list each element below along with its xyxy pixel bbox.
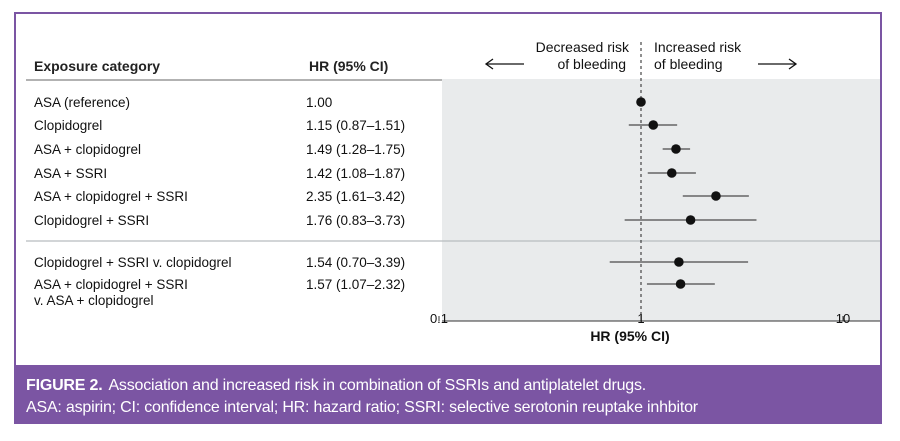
figure-frame: Exposure category HR (95% CI) Decreased …	[14, 12, 882, 424]
hr-point	[636, 97, 646, 107]
hr-point	[648, 120, 659, 130]
row-hr-value: 1.00	[306, 95, 332, 110]
row-hr-value: 1.42 (1.08–1.87)	[306, 166, 405, 181]
figure-caption: FIGURE 2. Association and increased risk …	[16, 365, 880, 422]
caption-label: FIGURE 2.	[26, 377, 103, 394]
caption-title-line: FIGURE 2. Association and increased risk …	[26, 375, 880, 397]
caption-abbreviations: ASA: aspirin; CI: confidence interval; H…	[26, 399, 698, 416]
hr-point	[666, 168, 677, 178]
hr-point	[711, 191, 721, 201]
row-label: ASA + clopidogrel	[34, 142, 141, 157]
row-hr-value: 1.57 (1.07–2.32)	[306, 277, 405, 292]
increased-risk-line1: Increased risk	[654, 39, 742, 55]
left-arrow-icon	[484, 58, 524, 70]
row-label: Clopidogrel + SSRI	[34, 213, 149, 228]
forest-plot: Exposure category HR (95% CI) Decreased …	[26, 39, 880, 344]
row-label: Clopidogrel	[34, 118, 102, 133]
row-label: v. ASA + clopidogrel	[34, 293, 153, 308]
hr-point	[674, 257, 684, 267]
rows-layer: ASA (reference) 1.00 Clopidogrel 1.15 (0.87…	[34, 95, 405, 308]
decreased-risk-line2: of bleeding	[557, 56, 626, 72]
row-hr-value: 2.35 (1.61–3.42)	[306, 189, 405, 204]
hr-point	[671, 144, 681, 154]
row-hr-value: 1.54 (0.70–3.39)	[306, 255, 405, 270]
row-label: ASA + clopidogrel + SSRI	[34, 277, 188, 292]
decreased-risk-line1: Decreased risk	[536, 39, 630, 55]
x-tick-label: 1	[637, 311, 644, 326]
row-label: ASA + clopidogrel + SSRI	[34, 189, 188, 204]
right-arrow-icon	[758, 58, 798, 70]
caption-title: Association and increased risk in combin…	[108, 377, 647, 394]
x-tick-label: 10	[836, 311, 850, 326]
x-axis-label: HR (95% CI)	[590, 328, 669, 344]
increased-risk-line2: of bleeding	[654, 56, 723, 72]
category-header: Exposure category	[34, 58, 160, 74]
plot-area	[442, 79, 880, 321]
row-label: ASA + SSRI	[34, 166, 107, 181]
row-hr-value: 1.76 (0.83–3.73)	[306, 213, 405, 228]
hr-header: HR (95% CI)	[309, 58, 388, 74]
marks-layer	[609, 97, 757, 289]
ticks-layer: 0.1 1 10	[430, 311, 850, 326]
hr-point	[675, 279, 686, 289]
row-label: ASA (reference)	[34, 95, 130, 110]
row-label: Clopidogrel + SSRI v. clopidogrel	[34, 255, 231, 270]
row-hr-value: 1.15 (0.87–1.51)	[306, 118, 405, 133]
hr-point	[685, 215, 696, 225]
x-tick-label: 0.1	[430, 311, 448, 326]
row-hr-value: 1.49 (1.28–1.75)	[306, 142, 405, 157]
